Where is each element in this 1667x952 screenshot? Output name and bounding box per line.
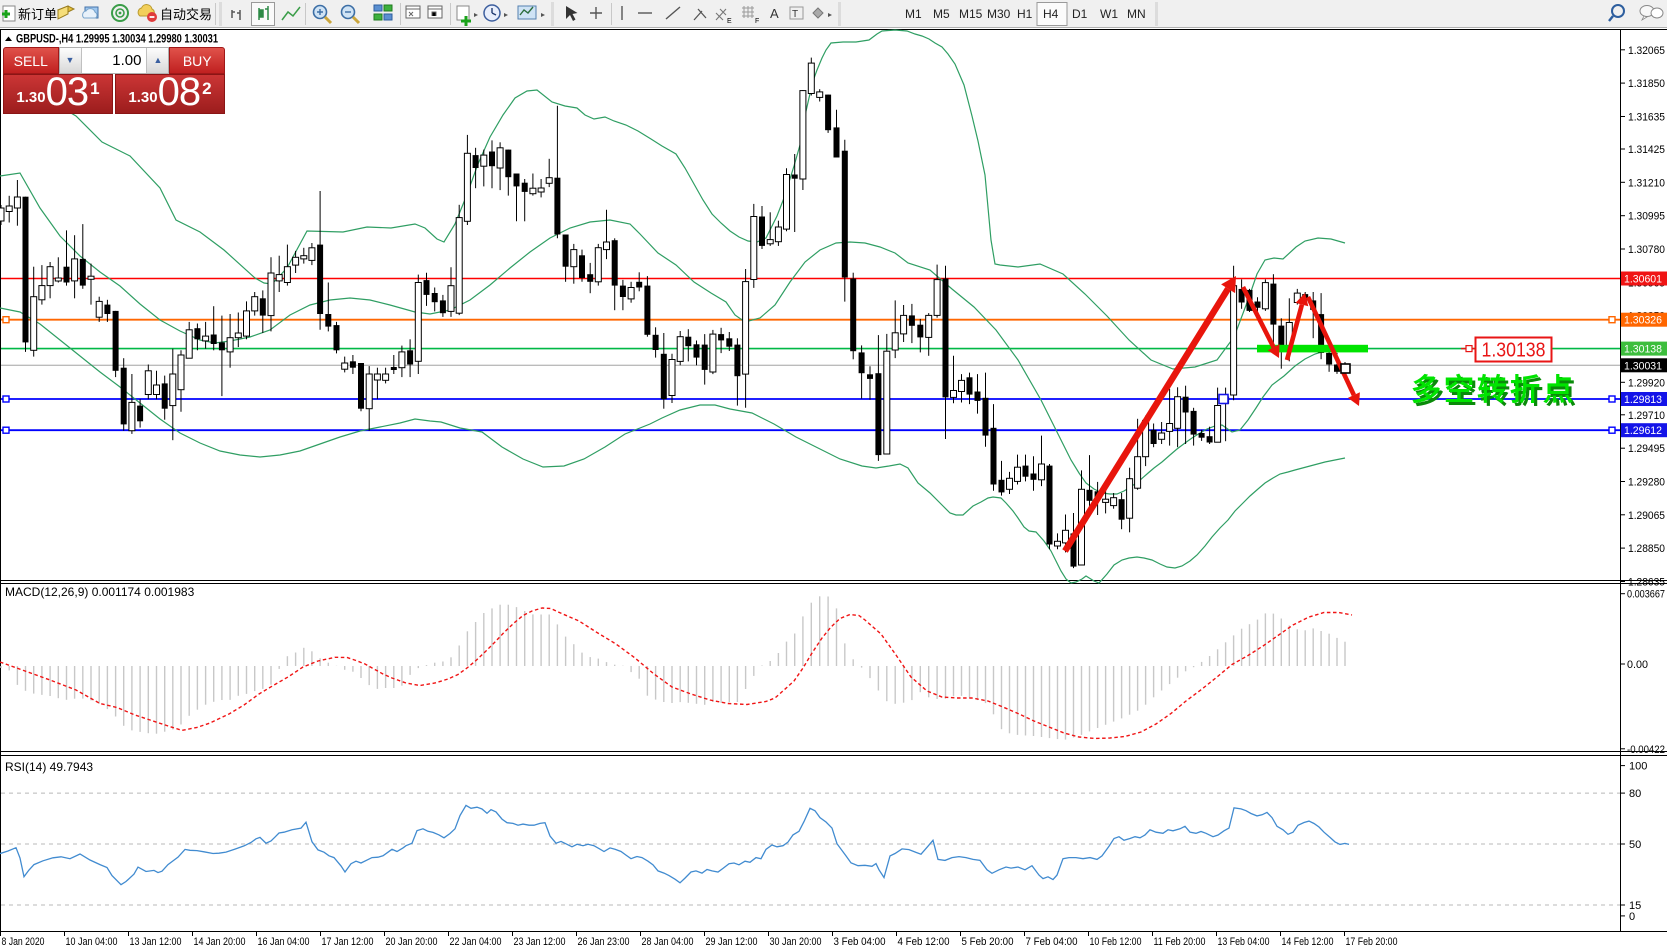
svg-text:100: 100 xyxy=(1629,761,1647,773)
svg-text:1.30138: 1.30138 xyxy=(1624,344,1662,356)
svg-text:10 Jan 04:00: 10 Jan 04:00 xyxy=(66,936,118,948)
svg-text:10 Feb 12:00: 10 Feb 12:00 xyxy=(1090,936,1142,948)
svg-text:14 Feb 12:00: 14 Feb 12:00 xyxy=(1282,936,1334,948)
svg-text:29 Jan 12:00: 29 Jan 12:00 xyxy=(706,936,758,948)
svg-text:8 Jan 2020: 8 Jan 2020 xyxy=(2,936,45,948)
svg-text:23 Jan 12:00: 23 Jan 12:00 xyxy=(514,936,566,948)
svg-text:0: 0 xyxy=(1629,911,1635,923)
svg-text:1.30601: 1.30601 xyxy=(1624,274,1662,286)
svg-text:MACD(12,26,9) 0.001174 0.00198: MACD(12,26,9) 0.001174 0.001983 xyxy=(5,585,195,599)
svg-text:0.00: 0.00 xyxy=(1627,659,1648,671)
svg-text:M1: M1 xyxy=(905,7,922,21)
svg-text:RSI(14) 49.7943: RSI(14) 49.7943 xyxy=(5,760,93,774)
svg-text:1.31210: 1.31210 xyxy=(1628,177,1665,189)
svg-text:1.28850: 1.28850 xyxy=(1628,543,1665,555)
svg-text:20 Jan 20:00: 20 Jan 20:00 xyxy=(386,936,438,948)
svg-text:1.31635: 1.31635 xyxy=(1628,112,1665,124)
svg-text:1.29920: 1.29920 xyxy=(1628,377,1665,389)
svg-text:GBPUSD-,H4 1.29995 1.30034 1.: GBPUSD-,H4 1.29995 1.30034 1.29980 1.300… xyxy=(16,32,218,46)
svg-text:16 Jan 04:00: 16 Jan 04:00 xyxy=(258,936,310,948)
svg-text:多空转折点: 多空转折点 xyxy=(1414,377,1579,410)
svg-text:1.31425: 1.31425 xyxy=(1628,144,1665,156)
svg-text:26 Jan 23:00: 26 Jan 23:00 xyxy=(578,936,630,948)
svg-text:1.29280: 1.29280 xyxy=(1628,477,1665,489)
svg-text:14 Jan 20:00: 14 Jan 20:00 xyxy=(194,936,246,948)
svg-text:M5: M5 xyxy=(933,7,950,21)
svg-text:T: T xyxy=(792,9,798,20)
svg-text:H4: H4 xyxy=(1043,7,1059,21)
svg-text:22 Jan 04:00: 22 Jan 04:00 xyxy=(450,936,502,948)
svg-text:15: 15 xyxy=(1629,900,1641,912)
svg-text:30 Jan 20:00: 30 Jan 20:00 xyxy=(770,936,822,948)
svg-text:1.28635: 1.28635 xyxy=(1628,577,1665,589)
svg-text:1.29813: 1.29813 xyxy=(1624,394,1662,406)
svg-text:5 Feb 20:00: 5 Feb 20:00 xyxy=(962,936,1014,948)
svg-text:-0.00422: -0.00422 xyxy=(1627,744,1665,756)
svg-text:D1: D1 xyxy=(1072,7,1088,21)
svg-text:1.29612: 1.29612 xyxy=(1624,425,1662,437)
svg-text:4 Feb 12:00: 4 Feb 12:00 xyxy=(898,936,950,948)
svg-text:E: E xyxy=(727,18,732,25)
svg-text:0.003667: 0.003667 xyxy=(1627,589,1665,601)
svg-text:MN: MN xyxy=(1127,7,1146,21)
svg-text:11 Feb 20:00: 11 Feb 20:00 xyxy=(1154,936,1206,948)
svg-text:自动交易: 自动交易 xyxy=(160,7,212,22)
svg-text:1.29495: 1.29495 xyxy=(1628,443,1665,455)
svg-text:17 Jan 12:00: 17 Jan 12:00 xyxy=(322,936,374,948)
svg-text:新订单: 新订单 xyxy=(18,7,57,22)
svg-text:50: 50 xyxy=(1629,839,1641,851)
svg-text:M15: M15 xyxy=(959,7,983,21)
svg-text:多空转折点: 多空转折点 xyxy=(1411,374,1576,407)
svg-text:M30: M30 xyxy=(987,7,1011,21)
svg-text:28 Jan 04:00: 28 Jan 04:00 xyxy=(642,936,694,948)
svg-text:3 Feb 04:00: 3 Feb 04:00 xyxy=(834,936,886,948)
svg-text:A: A xyxy=(770,6,779,21)
svg-text:1.30995: 1.30995 xyxy=(1628,211,1665,223)
svg-text:1.29065: 1.29065 xyxy=(1628,510,1665,522)
svg-text:13 Jan 12:00: 13 Jan 12:00 xyxy=(130,936,182,948)
svg-text:7 Feb 04:00: 7 Feb 04:00 xyxy=(1026,936,1078,948)
svg-text:17 Feb 20:00: 17 Feb 20:00 xyxy=(1346,936,1398,948)
svg-text:H1: H1 xyxy=(1017,7,1033,21)
svg-text:1.32065: 1.32065 xyxy=(1628,45,1665,57)
svg-text:1.31850: 1.31850 xyxy=(1628,78,1665,90)
svg-text:13 Feb 04:00: 13 Feb 04:00 xyxy=(1218,936,1270,948)
svg-text:1.30326: 1.30326 xyxy=(1624,315,1662,327)
svg-text:80: 80 xyxy=(1629,788,1641,800)
svg-text:1.30780: 1.30780 xyxy=(1628,244,1665,256)
svg-text:1.29710: 1.29710 xyxy=(1628,410,1665,422)
svg-text:W1: W1 xyxy=(1100,7,1118,21)
svg-text:1.30031: 1.30031 xyxy=(1624,360,1662,372)
svg-text:F: F xyxy=(755,18,759,25)
svg-text:1.30138: 1.30138 xyxy=(1482,340,1546,362)
